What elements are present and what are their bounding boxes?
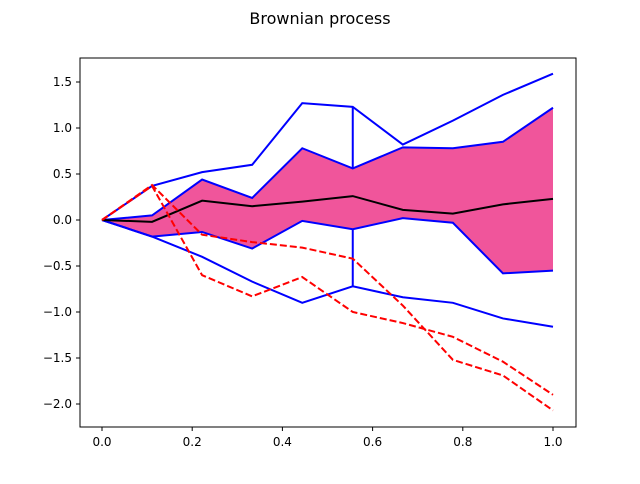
x-axis: 0.0 0.2 0.4 0.6 0.8 1.0 bbox=[92, 427, 563, 449]
plot-area bbox=[101, 72, 554, 412]
y-tick-label: 1.0 bbox=[53, 121, 72, 135]
y-tick-label: −0.5 bbox=[43, 259, 72, 273]
x-tick-label: 1.0 bbox=[543, 435, 562, 449]
x-tick-label: 0.6 bbox=[363, 435, 382, 449]
chart-title: Brownian process bbox=[249, 9, 390, 28]
y-tick-label: 0.0 bbox=[53, 213, 72, 227]
y-axis: −2.0 −1.5 −1.0 −0.5 0.0 0.5 1.0 1.5 bbox=[43, 75, 80, 411]
y-tick-label: −1.5 bbox=[43, 351, 72, 365]
y-tick-label: −1.0 bbox=[43, 305, 72, 319]
x-tick-label: 0.0 bbox=[92, 435, 111, 449]
series-line-3 bbox=[101, 184, 554, 396]
series-line-2 bbox=[101, 195, 554, 223]
axes-frame bbox=[79, 57, 577, 428]
band-lower-line bbox=[101, 217, 554, 275]
y-tick-label: 1.5 bbox=[53, 75, 72, 89]
x-tick-label: 0.2 bbox=[183, 435, 202, 449]
y-tick-label: 0.5 bbox=[53, 167, 72, 181]
series-line-0 bbox=[101, 72, 554, 221]
x-tick-label: 0.8 bbox=[453, 435, 472, 449]
series-line-4 bbox=[101, 183, 554, 412]
band-fill bbox=[102, 107, 553, 274]
y-tick-label: −2.0 bbox=[43, 397, 72, 411]
band-upper-line bbox=[101, 106, 554, 221]
x-tick-label: 0.4 bbox=[273, 435, 292, 449]
